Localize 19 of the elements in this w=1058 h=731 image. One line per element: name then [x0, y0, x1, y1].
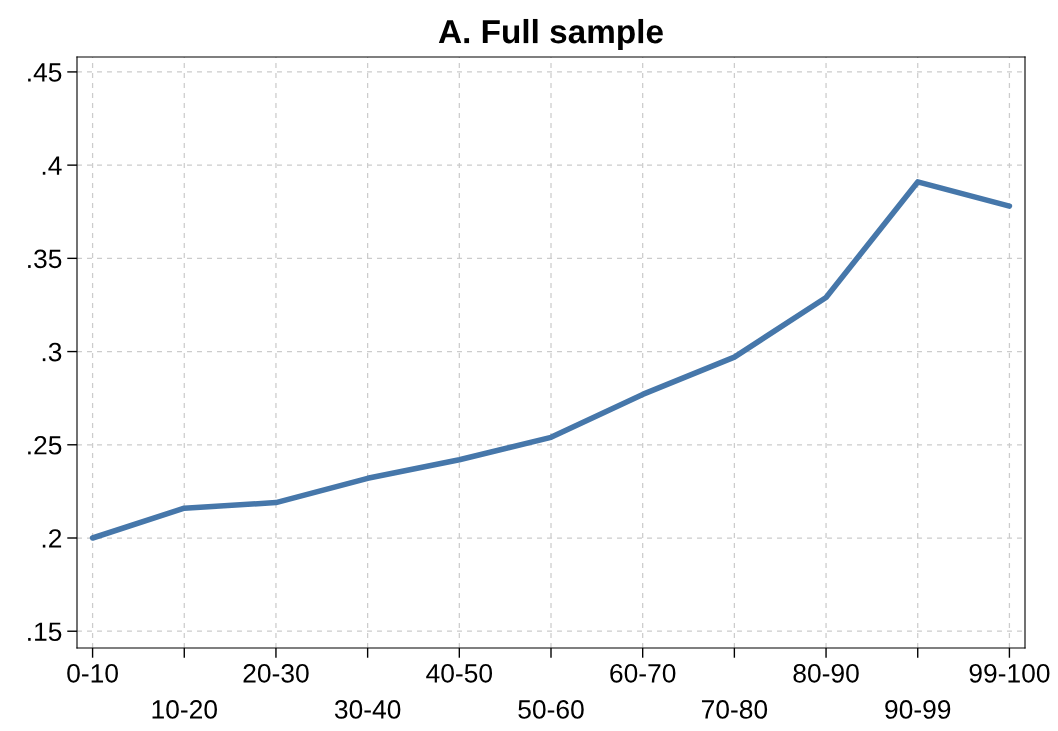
x-tick-label: 40-50 — [426, 663, 493, 683]
x-tick-label: 30-40 — [334, 700, 401, 719]
chart-title: A. Full sample — [438, 18, 663, 51]
x-tick-label: 0-10 — [67, 663, 118, 683]
y-tick-label: .35 — [28, 249, 62, 269]
y-tick-label: .15 — [28, 622, 62, 642]
y-tick-label: .2 — [42, 529, 62, 548]
y-tick-label: .4 — [42, 156, 62, 175]
x-tick-label: 90-99 — [885, 700, 951, 719]
x-tick-label: 80-90 — [793, 663, 859, 683]
x-tick-label: 60-70 — [610, 663, 676, 683]
x-tick-label: 50-60 — [518, 700, 584, 719]
x-tick-label: 70-80 — [701, 700, 768, 719]
x-tick-label: 99-100 — [969, 663, 1050, 683]
x-tick-label: 20-30 — [243, 663, 309, 683]
y-tick-label: .3 — [42, 342, 62, 362]
x-tick-label: 10-20 — [152, 700, 217, 719]
y-tick-label: .45 — [28, 63, 62, 82]
y-tick-label: .25 — [28, 435, 62, 455]
